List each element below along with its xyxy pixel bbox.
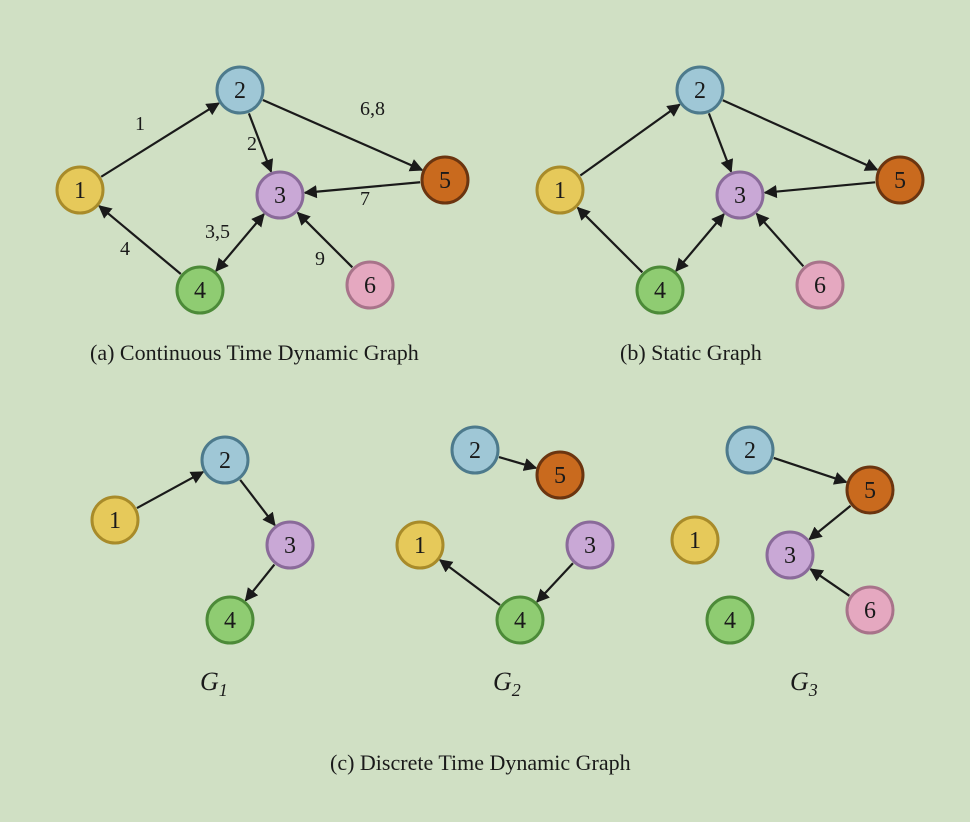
- node-label-3: 3: [734, 183, 746, 209]
- graph-g2: 1 2 3 4 5: [397, 427, 613, 643]
- graph-figure: 1 2 3,5 4 6,8 7 9 1 2 3 4 5 6 1 2 3 4 5 6 1 2 3 4 1 2 3 4 5 1 2 3 4 5 6 (a…: [0, 0, 970, 822]
- graph-g3: 1 2 3 4 5 6: [672, 427, 893, 643]
- edge-6-3: [811, 569, 850, 596]
- node-label-3: 3: [274, 183, 286, 209]
- edge-label-3-4: 3,5: [205, 221, 230, 243]
- edge-1-2: [580, 105, 679, 176]
- node-label-4: 4: [224, 608, 236, 634]
- edge-3-4: [246, 565, 275, 601]
- node-label-3: 3: [784, 543, 796, 569]
- edge-1-2: [101, 103, 219, 177]
- graph-label-g3: G3: [790, 667, 818, 700]
- node-label-4: 4: [724, 608, 736, 634]
- node-label-2: 2: [469, 438, 481, 464]
- node-label-1: 1: [689, 528, 701, 554]
- edges-g1: [137, 472, 275, 601]
- node-label-1: 1: [414, 533, 426, 559]
- node-label-1: 1: [109, 508, 121, 534]
- edge-2-5: [723, 100, 877, 169]
- caption-b: (b) Static Graph: [620, 340, 762, 365]
- nodes-g3: 1 2 3 4 5 6: [672, 427, 893, 643]
- caption-c: (c) Discrete Time Dynamic Graph: [330, 750, 631, 775]
- edge-4-1: [578, 208, 643, 273]
- node-label-5: 5: [554, 463, 566, 489]
- edge-5-3: [809, 506, 850, 539]
- node-label-5: 5: [439, 168, 451, 194]
- edge-label-2-3: 2: [247, 133, 257, 155]
- node-label-2: 2: [744, 438, 756, 464]
- edge-3-4: [537, 563, 573, 601]
- edge-6-3: [298, 213, 353, 268]
- edge-2-5: [263, 100, 422, 170]
- edge-5-3: [765, 182, 875, 192]
- edge-2-3: [240, 480, 275, 525]
- edge-3-4: [676, 214, 724, 271]
- edge-2-5: [774, 458, 847, 482]
- node-label-1: 1: [554, 178, 566, 204]
- edge-label-6-3: 9: [315, 248, 325, 270]
- edge-label-1-2: 1: [135, 113, 145, 135]
- graph-g1: 1 2 3 4: [92, 437, 313, 643]
- edge-label-2-5: 6,8: [360, 98, 385, 120]
- node-label-1: 1: [74, 178, 86, 204]
- edge-label-4-1: 4: [120, 238, 130, 260]
- node-label-4: 4: [654, 278, 666, 304]
- edge-6-3: [757, 214, 804, 267]
- node-label-2: 2: [234, 78, 246, 104]
- caption-a: (a) Continuous Time Dynamic Graph: [90, 340, 419, 365]
- node-label-2: 2: [219, 448, 231, 474]
- graph-a: 1 2 3,5 4 6,8 7 9 1 2 3 4 5 6: [57, 67, 468, 313]
- nodes-a: 1 2 3 4 5 6: [57, 67, 468, 313]
- node-label-6: 6: [864, 598, 876, 624]
- graph-b: 1 2 3 4 5 6: [537, 67, 923, 313]
- node-label-4: 4: [194, 278, 206, 304]
- node-label-6: 6: [364, 273, 376, 299]
- edge-4-1: [440, 560, 500, 605]
- edge-2-5: [499, 457, 536, 468]
- edge-2-3: [709, 113, 731, 171]
- node-label-4: 4: [514, 608, 526, 634]
- graph-label-g2: G2: [493, 667, 521, 700]
- node-label-2: 2: [694, 78, 706, 104]
- edge-1-2: [137, 472, 203, 508]
- node-label-3: 3: [584, 533, 596, 559]
- edge-label-5-3: 7: [360, 188, 370, 210]
- nodes-g1: 1 2 3 4: [92, 437, 313, 643]
- node-label-3: 3: [284, 533, 296, 559]
- graph-label-g1: G1: [200, 667, 228, 700]
- node-label-5: 5: [864, 478, 876, 504]
- node-label-5: 5: [894, 168, 906, 194]
- node-label-6: 6: [814, 273, 826, 299]
- edge-4-1: [99, 206, 181, 274]
